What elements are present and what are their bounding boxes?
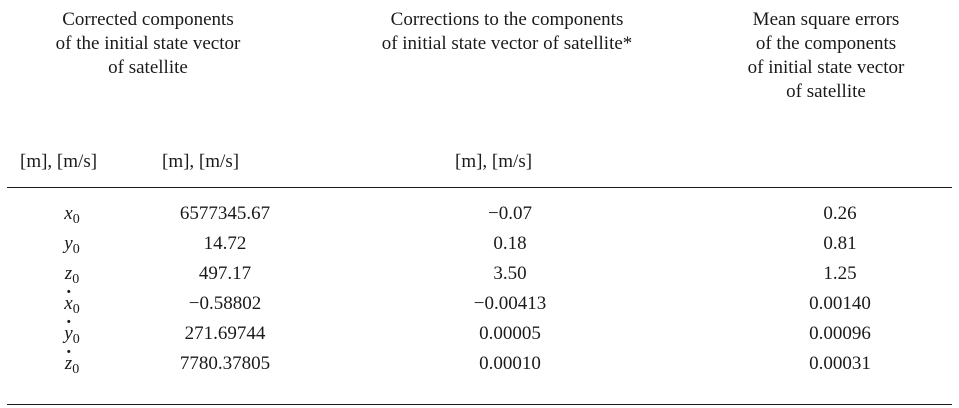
symbol-subscript: 0 — [72, 302, 80, 317]
symbol-letter: z — [64, 263, 73, 284]
mean-square-error-value: 0.81 — [823, 233, 857, 254]
symbol-subscript: 0 — [72, 332, 80, 347]
header-mean-square-errors: Mean square errors of the components of … — [700, 8, 952, 104]
correction-value: −0.00413 — [473, 293, 547, 314]
header-line: of the initial state vector — [55, 33, 241, 54]
mean-square-error-value: 0.00096 — [809, 323, 871, 344]
corrected-value: −0.58802 — [188, 293, 262, 314]
table-row: z0 497.17 3.50 1.25 — [0, 259, 959, 289]
unit-label-value: [m], [m/s] — [162, 151, 240, 172]
header-corrections: Corrections to the components of initial… — [312, 8, 702, 56]
table-row: y0 271.69744 0.00005 0.00096 — [0, 319, 959, 349]
correction-value: 0.18 — [493, 233, 527, 254]
mean-square-error-value: 0.00031 — [809, 353, 871, 374]
corrected-value: 271.69744 — [184, 323, 266, 344]
corrected-value: 6577345.67 — [179, 203, 271, 224]
table-row: x0 −0.58802 −0.00413 0.00140 — [0, 289, 959, 319]
correction-value: 0.00005 — [479, 323, 541, 344]
symbol-subscript: 0 — [72, 362, 80, 377]
symbol-letter: z — [65, 349, 72, 379]
component-symbol: z0 — [20, 259, 124, 289]
header-corrected-components: Corrected components of the initial stat… — [0, 8, 296, 80]
header-rule — [7, 187, 952, 188]
bottom-rule — [7, 404, 952, 405]
header-line: of satellite — [108, 57, 188, 78]
header-line: Mean square errors — [752, 9, 900, 30]
correction-value: −0.07 — [488, 203, 532, 224]
mean-square-error-value: 0.26 — [823, 203, 857, 224]
table-row: y0 14.72 0.18 0.81 — [0, 229, 959, 259]
table-row: z0 7780.37805 0.00010 0.00031 — [0, 349, 959, 379]
correction-value: 3.50 — [493, 263, 527, 284]
mean-square-error-value: 1.25 — [823, 263, 857, 284]
symbol-subscript: 0 — [72, 212, 80, 227]
corrected-value: 497.17 — [198, 263, 252, 284]
component-symbol: x0 — [20, 289, 124, 319]
header-line: of initial state vector — [747, 57, 905, 78]
component-symbol: x0 — [20, 199, 124, 229]
corrected-value: 14.72 — [203, 233, 247, 254]
unit-label-symbol: [m], [m/s] — [20, 151, 98, 172]
header-line: of initial state vector of satellite* — [381, 33, 633, 54]
header-line: of satellite — [786, 81, 866, 102]
corrected-value: 7780.37805 — [179, 353, 271, 374]
symbol-letter: x — [64, 289, 72, 319]
correction-value: 0.00010 — [479, 353, 541, 374]
header-line: Corrections to the components — [390, 9, 624, 30]
symbol-letter: y — [64, 319, 72, 349]
symbol-subscript: 0 — [72, 272, 80, 287]
component-symbol: y0 — [20, 319, 124, 349]
mean-square-error-value: 0.00140 — [809, 293, 871, 314]
unit-label-correction: [m], [m/s] — [455, 151, 533, 172]
symbol-letter: y — [64, 233, 73, 254]
component-symbol: y0 — [20, 229, 124, 259]
header-line: Corrected components — [62, 9, 234, 30]
symbol-subscript: 0 — [72, 242, 80, 257]
component-symbol: z0 — [20, 349, 124, 379]
header-line: of the components — [755, 33, 897, 54]
symbol-letter: x — [64, 203, 73, 224]
table-row: x0 6577345.67 −0.07 0.26 — [0, 199, 959, 229]
